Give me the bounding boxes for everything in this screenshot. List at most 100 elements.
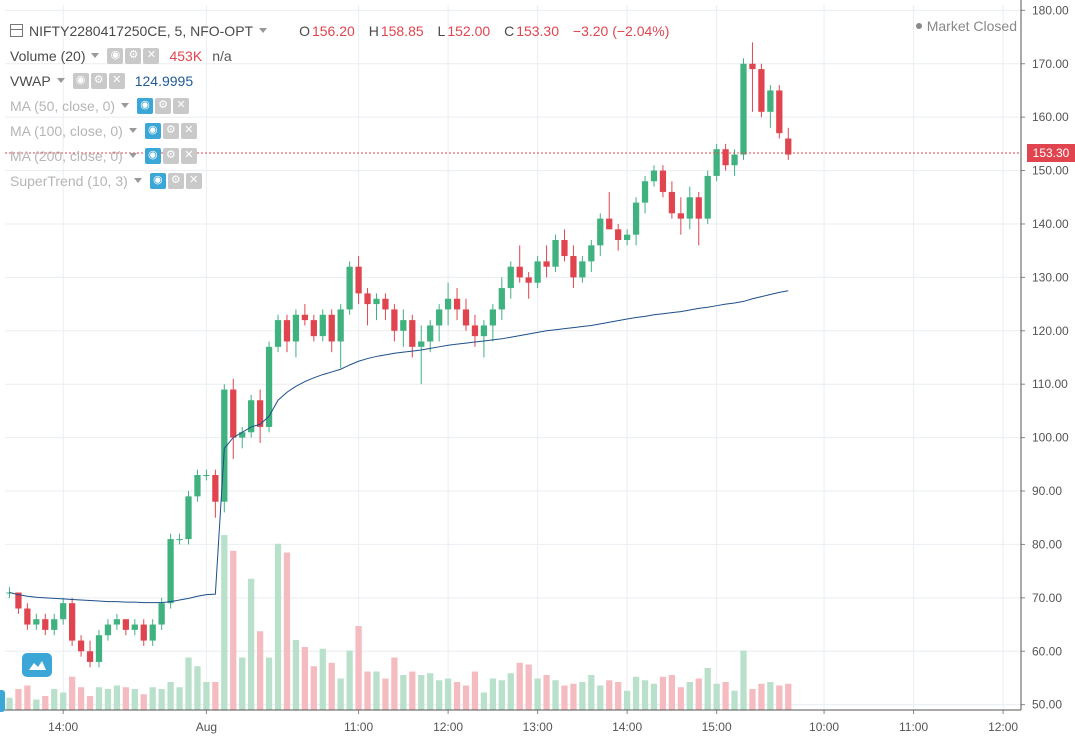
volume-bars [6,535,792,710]
chevron-down-icon[interactable] [91,53,100,58]
low-key: L [437,22,446,39]
eye-icon[interactable]: ◉ [149,172,166,189]
candle-body [740,63,747,155]
volume-bar [328,662,335,710]
volume-bar [113,685,121,710]
candle-body [131,624,138,630]
chevron-down-icon[interactable] [56,78,65,83]
x-tick-label: 13:00 [523,720,553,734]
volume-bar [69,676,76,710]
volume-bar [767,682,774,710]
indicator-name[interactable]: VWAP [10,72,51,89]
volume-bar [15,689,22,710]
indicator-ma100[interactable]: MA (100, close, 0) ◉ ⚙ ✕ [10,118,679,143]
ohlc-values: O 156.20 H 158.85 L 152.00 C 153.30 −3.20 (−… [299,23,679,39]
eye-icon[interactable]: ◉ [144,122,161,139]
close-value: 153.30 [516,22,560,39]
candle-body [185,496,192,540]
candle-body [731,154,738,166]
y-tick-label: 80.00 [1032,537,1062,551]
chevron-down-icon[interactable] [128,128,137,133]
indicator-name[interactable]: Volume (20) [10,47,86,64]
candle-body [248,400,255,433]
candle-body [346,266,353,310]
y-tick-label: 70.00 [1032,591,1062,605]
chart-logo-icon[interactable] [22,653,52,677]
candle-body [436,309,443,326]
side-panel-tab[interactable] [0,690,5,712]
volume-bar [364,671,371,710]
volume-bar [346,650,353,710]
eye-icon[interactable]: ◉ [144,147,161,164]
indicator-ma200[interactable]: MA (200, close, 0) ◉ ⚙ ✕ [10,143,679,168]
eye-icon[interactable]: ◉ [107,47,124,64]
candle-body [767,90,774,112]
candle-body [239,432,246,438]
volume-bar [355,626,362,710]
chevron-down-icon[interactable] [133,178,142,183]
indicator-volume[interactable]: Volume (20) ◉ ⚙ ✕ 453K n/a [10,43,679,68]
close-icon[interactable]: ✕ [180,122,197,139]
volume-bar [51,689,58,710]
volume-bar [785,683,792,710]
volume-bar [758,683,765,710]
volume-bar [695,678,702,710]
close-icon[interactable]: ✕ [185,172,202,189]
volume-bar [462,685,470,710]
chevron-down-icon[interactable] [128,153,137,158]
gear-icon[interactable]: ⚙ [155,97,172,114]
candle-body [632,202,640,235]
volume-bar [615,682,622,710]
candle-body [409,320,416,347]
volume-bar [42,696,49,710]
close-icon[interactable]: ✕ [143,47,160,64]
gear-icon[interactable]: ⚙ [162,147,179,164]
volume-bar [480,692,488,710]
close-icon[interactable]: ✕ [108,72,125,89]
vwap-line [9,290,789,604]
volume-bar [382,678,389,710]
volume-bar [453,682,461,710]
volume-bar [641,680,649,710]
indicator-name[interactable]: MA (50, close, 0) [10,97,116,114]
eye-icon[interactable]: ◉ [137,97,154,114]
gear-icon[interactable]: ⚙ [162,122,179,139]
volume-bar [167,682,174,710]
chevron-down-icon[interactable] [121,103,130,108]
indicator-name[interactable]: MA (200, close, 0) [10,147,123,164]
candle-body [140,624,147,641]
eye-icon[interactable]: ◉ [72,72,89,89]
candle-body [230,389,237,438]
candle-body [77,640,85,652]
indicator-vwap[interactable]: VWAP ◉ ⚙ ✕ 124.9995 [10,68,679,93]
time-axis[interactable]: 14:00 Aug 11:00 12:00 13:00 14:00 15:00 10:00 11… [0,709,1021,734]
y-tick-label: 130.00 [1032,270,1069,284]
candle-body [615,229,622,240]
indicator-name[interactable]: SuperTrend (10, 3) [10,172,128,189]
close-icon[interactable]: ✕ [173,97,190,114]
gear-icon[interactable]: ⚙ [125,47,142,64]
volume-bar [686,682,693,710]
collapse-icon[interactable] [10,24,23,37]
gear-icon[interactable]: ⚙ [90,72,107,89]
symbol-title[interactable]: NIFTY2280417250CE, 5, NFO-OPT [29,22,254,39]
gear-icon[interactable]: ⚙ [167,172,184,189]
candle-body [453,298,461,310]
volume-bar [740,650,747,710]
volume-bar [427,673,434,710]
close-icon[interactable]: ✕ [180,147,197,164]
candle-body [427,325,434,342]
volume-bar [283,552,291,710]
candle-body [588,245,595,262]
chevron-down-icon[interactable] [259,28,268,33]
volume-bar [33,699,40,710]
indicator-name[interactable]: MA (100, close, 0) [10,122,123,139]
candle-body [686,197,693,219]
indicator-supertrend[interactable]: SuperTrend (10, 3) ◉ ⚙ ✕ [10,168,679,193]
price-axis[interactable]: 50.00 60.00 70.00 80.00 90.00 100.00 110.00 120… [1020,0,1069,712]
indicator-ma50[interactable]: MA (50, close, 0) ◉ ⚙ ✕ [10,93,679,118]
y-tick-label: 60.00 [1032,644,1062,658]
volume-value: 453K [169,47,203,64]
